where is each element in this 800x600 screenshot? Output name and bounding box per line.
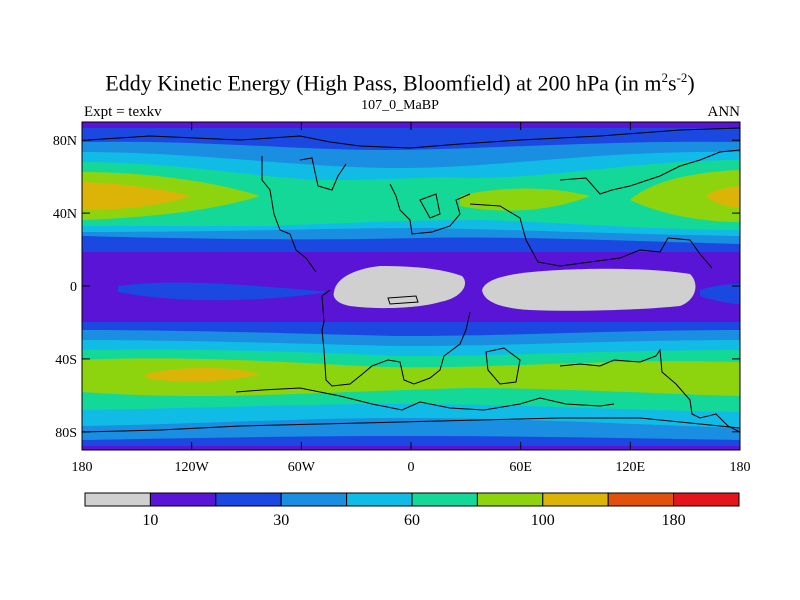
- coastlines: [82, 127, 740, 433]
- colorbar-swatch: [215, 492, 282, 507]
- contour-fill: [82, 122, 740, 450]
- lon-tick-label: 120E: [616, 460, 646, 475]
- colorbar-label: 30: [273, 512, 289, 529]
- colorbar-label: 10: [142, 512, 158, 529]
- colorbar-swatch: [476, 492, 544, 507]
- colorbar-swatch: [607, 492, 675, 507]
- colorbar-swatch: [84, 492, 151, 507]
- colorbar-label: 100: [531, 512, 555, 529]
- lon-tick-label: 60E: [509, 460, 532, 475]
- colorbar-swatch: [673, 492, 740, 507]
- lon-tick-label: 60W: [288, 460, 316, 475]
- colorbar-swatch: [411, 492, 478, 507]
- lon-tick-label: 180: [730, 460, 751, 475]
- plot-subtitle: 107_0_MaBP: [361, 98, 439, 113]
- colorbar-swatch: [149, 492, 217, 507]
- lat-tick-label: 40N: [53, 207, 77, 222]
- lon-tick-label: 120W: [175, 460, 210, 475]
- lon-tick-label: 0: [408, 460, 415, 475]
- season-label: ANN: [707, 104, 741, 120]
- colorbar-label: 180: [662, 512, 686, 529]
- experiment-label: Expt = texkv: [84, 104, 162, 120]
- lat-tick-label: 80N: [53, 134, 77, 149]
- lat-tick-label: 0: [70, 280, 77, 295]
- latitude-axis: 80N 40N 0 40S 80S: [53, 134, 740, 441]
- longitude-axis: 180 120W 60W 0 60E 120E 180: [72, 122, 751, 475]
- lon-tick-label: 180: [72, 460, 93, 475]
- colorbar-label: 60: [404, 512, 420, 529]
- plot-title: Eddy Kinetic Energy (High Pass, Bloomfie…: [105, 70, 695, 96]
- colorbar-swatch: [542, 492, 609, 507]
- colorbar-swatch: [280, 492, 348, 507]
- colorbar: 10 30 60 100 180: [84, 492, 740, 529]
- lat-tick-label: 80S: [55, 426, 77, 441]
- colorbar-swatch: [346, 492, 413, 507]
- lat-tick-label: 40S: [55, 353, 77, 368]
